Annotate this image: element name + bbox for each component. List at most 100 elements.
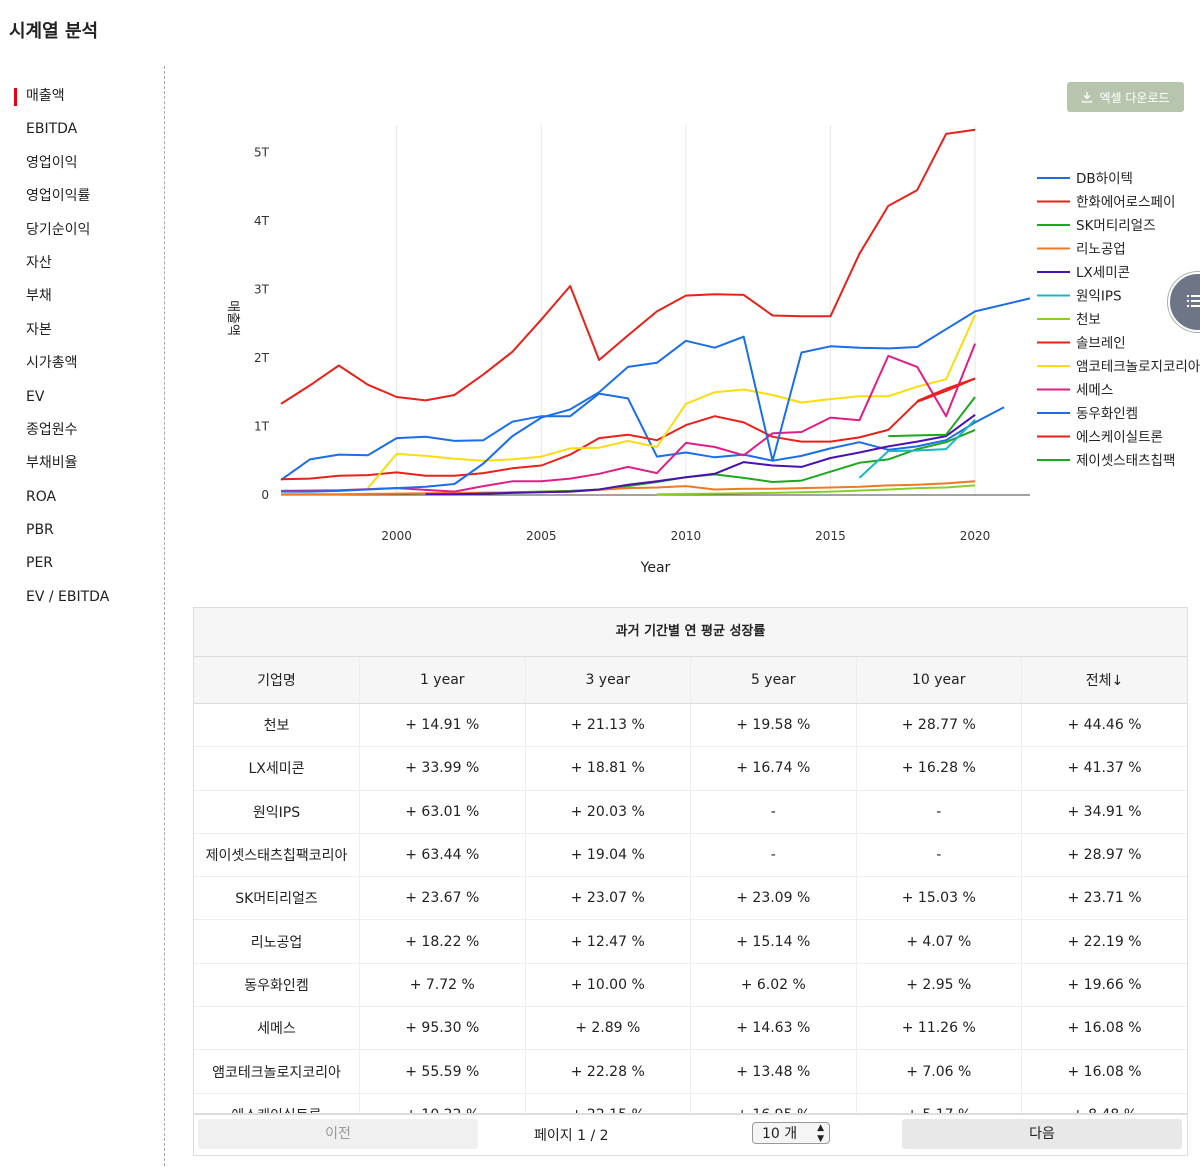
sidebar-item[interactable]: EBITDA <box>26 121 78 138</box>
growth-rate-table: 기업명 1 year 3 year 5 year 10 year 전체↓ 천보 + 14.9… <box>194 657 1187 1137</box>
table-cell: - <box>690 790 857 834</box>
revenue-line-chart: 2000 2005 2010 2015 2020 0 1T 2T 3T 4T 5T Year 매출액 DB… <box>225 125 1200 576</box>
table-cell: + 21.13 % <box>525 703 691 748</box>
download-icon <box>1082 92 1093 103</box>
table-cell: + 63.44 % <box>359 833 526 878</box>
table-header[interactable]: 전체↓ <box>1021 657 1187 704</box>
table-cell: + 28.97 % <box>1021 833 1187 878</box>
legend-label: 솔브레인 <box>1076 336 1126 352</box>
table-cell: + 44.46 % <box>1021 703 1187 748</box>
legend-label: 천보 <box>1076 312 1101 328</box>
table-row: 원익IPS + 63.01 % + 20.03 % - - + 34.91 % <box>194 790 1187 834</box>
legend-label: 리노공업 <box>1076 242 1126 258</box>
sidebar-item[interactable]: EV / EBITDA <box>26 588 110 605</box>
legend-label: 에스케이실트론 <box>1076 430 1163 446</box>
next-page-button[interactable]: 다음 <box>902 1119 1182 1149</box>
table-header: 5 year <box>690 657 857 704</box>
table-cell: + 12.47 % <box>525 919 691 964</box>
sidebar-item[interactable]: 시가총액 <box>26 355 78 372</box>
table-cell: 제이셋스태츠칩팩코리아 <box>194 833 360 878</box>
table-row: SK머티리얼즈 + 23.67 % + 23.07 % + 23.09 % + 15.0… <box>194 876 1187 921</box>
series-line <box>280 343 977 493</box>
y-axis-label: 매출액 <box>225 300 240 336</box>
table-cell: + 63.01 % <box>359 790 526 834</box>
table-cell: 천보 <box>194 703 360 748</box>
table-cell: - <box>856 833 1022 878</box>
series-line <box>916 377 976 403</box>
sidebar-item[interactable]: 종업원수 <box>26 421 78 438</box>
sidebar-item[interactable]: 매출액 <box>0 80 160 113</box>
table-row: 세메스 + 95.30 % + 2.89 % + 14.63 % + 11.26 % + … <box>194 1006 1187 1051</box>
legend-label: 원익IPS <box>1076 289 1122 305</box>
legend-label: 한화에어로스페이 <box>1076 195 1175 211</box>
table-cell: - <box>856 790 1022 834</box>
table-cell: + 33.99 % <box>359 746 526 791</box>
series-line <box>888 396 976 438</box>
series-line <box>280 128 976 405</box>
table-cell: + 19.58 % <box>690 703 857 748</box>
table-cell: + 23.67 % <box>359 876 526 921</box>
table-row: LX세미콘 + 33.99 % + 18.81 % + 16.74 % + 16.28 … <box>194 746 1187 791</box>
table-cell: + 2.89 % <box>525 1006 691 1051</box>
sidebar-item[interactable]: 당기순이익 <box>26 221 91 238</box>
growth-rate-table-panel: 과거 기간별 연 평균 성장률 기업명 1 year 3 year 5 year 10 … <box>193 607 1188 1156</box>
table-cell: + 41.37 % <box>1021 746 1187 791</box>
sidebar-item[interactable]: 영업이익률 <box>26 188 91 205</box>
series-line <box>367 314 977 489</box>
excel-download-label: 엑셀 다운로드 <box>1099 90 1170 105</box>
table-cell: + 16.08 % <box>1021 1006 1187 1051</box>
pagination: 이전 페이지 1 / 2 10 개 ▲ ▼ 다음 <box>194 1113 1187 1155</box>
y-tick-label: 0 <box>261 488 269 502</box>
series-line <box>280 377 976 481</box>
sidebar-item[interactable]: 부채 <box>26 288 52 305</box>
page-title: 시계열 분석 <box>9 21 99 42</box>
y-tick-label: 4T <box>254 214 270 228</box>
table-cell: + 14.63 % <box>690 1006 857 1051</box>
excel-download-button[interactable]: 엑셀 다운로드 <box>1067 82 1184 112</box>
table-caption: 과거 기간별 연 평균 성장률 <box>194 608 1187 657</box>
x-tick-label: 2000 <box>381 529 412 543</box>
x-tick-label: 2020 <box>960 529 991 543</box>
table-cell: + 7.06 % <box>856 1049 1022 1094</box>
sidebar-item[interactable]: 자본 <box>26 321 52 338</box>
page-info: 페이지 1 / 2 <box>534 1128 609 1144</box>
table-cell: + 11.26 % <box>856 1006 1022 1051</box>
sidebar-item[interactable]: 자산 <box>26 254 52 271</box>
table-cell: + 16.74 % <box>690 746 857 791</box>
table-cell: + 19.66 % <box>1021 963 1187 1008</box>
sidebar-item[interactable]: 영업이익 <box>26 154 78 171</box>
sidebar-item[interactable]: ROA <box>26 488 57 505</box>
table-header: 10 year <box>856 657 1022 704</box>
table-cell: + 7.72 % <box>359 963 526 1008</box>
x-tick-label: 2005 <box>526 529 557 543</box>
sidebar-item[interactable]: PBR <box>26 522 54 539</box>
page-size-value: 10 개 <box>762 1126 798 1142</box>
table-row: 리노공업 + 18.22 % + 12.47 % + 15.14 % + 4.07 % +… <box>194 919 1187 964</box>
y-tick-label: 5T <box>254 145 270 159</box>
table-cell: LX세미콘 <box>194 746 360 791</box>
table-cell: 리노공업 <box>194 919 360 964</box>
x-tick-label: 2015 <box>815 529 846 543</box>
table-cell: 세메스 <box>194 1006 360 1051</box>
table-cell: SK머티리얼즈 <box>194 876 360 921</box>
table-cell: + 14.91 % <box>359 703 526 748</box>
legend-label: 제이셋스태츠칩팩 <box>1076 453 1175 469</box>
table-cell: + 20.03 % <box>525 790 691 834</box>
table-cell: + 23.07 % <box>525 876 691 921</box>
page-size-select[interactable]: 10 개 ▲ ▼ <box>752 1122 830 1144</box>
table-cell: + 6.02 % <box>690 963 857 1008</box>
table-cell: 원익IPS <box>194 790 360 834</box>
table-row: 제이셋스태츠칩팩코리아 + 63.44 % + 19.04 % - - + 28.97 % <box>194 833 1187 878</box>
table-cell: + 4.07 % <box>856 919 1022 964</box>
y-tick-label: 1T <box>254 419 270 433</box>
table-header: 기업명 <box>194 657 360 704</box>
sidebar-item[interactable]: 부채비율 <box>26 455 78 472</box>
sidebar-item[interactable]: EV <box>26 388 45 405</box>
table-cell: - <box>690 833 857 878</box>
prev-page-button[interactable]: 이전 <box>198 1119 478 1149</box>
table-cell: + 15.14 % <box>690 919 857 964</box>
table-cell: + 19.04 % <box>525 833 691 878</box>
sidebar-item[interactable]: PER <box>26 555 54 572</box>
y-tick-label: 3T <box>254 282 270 296</box>
